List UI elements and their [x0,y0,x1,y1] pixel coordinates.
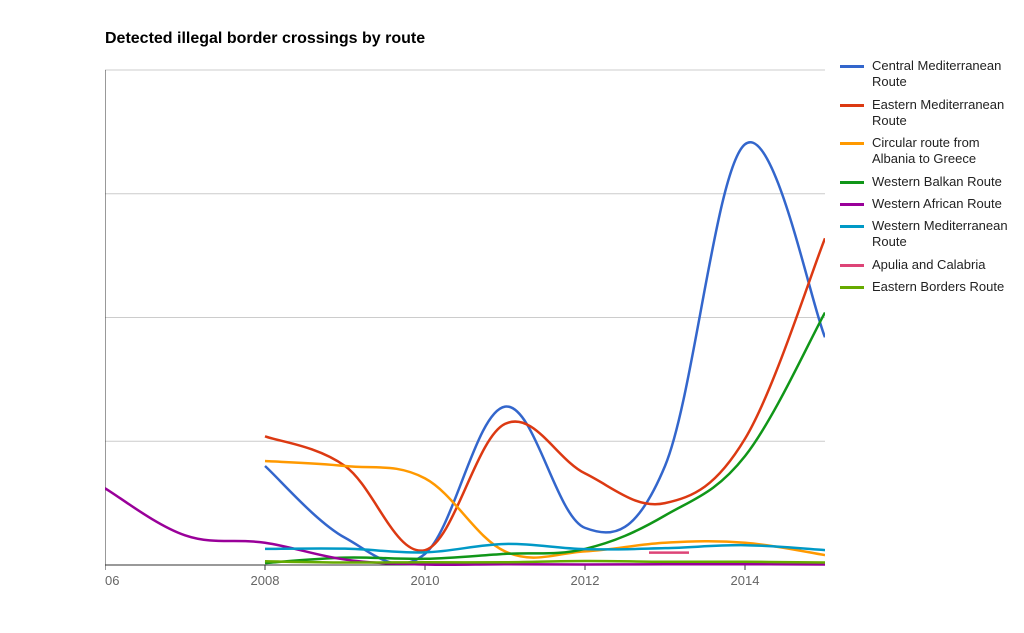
legend-label: Eastern Mediterranean Route [872,97,1020,130]
legend-swatch [840,65,864,68]
legend-item[interactable]: Western Balkan Route [840,174,1020,190]
legend-item[interactable]: Circular route from Albania to Greece [840,135,1020,168]
legend-item[interactable]: Eastern Borders Route [840,279,1020,295]
legend-swatch [840,286,864,289]
chart-title: Detected illegal border crossings by rou… [105,30,425,48]
legend-item[interactable]: Central Mediterranean Route [840,58,1020,91]
legend-swatch [840,203,864,206]
legend-label: Western Balkan Route [872,174,1020,190]
series-line [265,544,825,553]
legend-label: Circular route from Albania to Greece [872,135,1020,168]
legend-swatch [840,181,864,184]
svg-text:2012: 2012 [571,573,600,588]
series-line [265,142,825,564]
legend-item[interactable]: Eastern Mediterranean Route [840,97,1020,130]
legend-item[interactable]: Apulia and Calabria [840,257,1020,273]
series-line [265,461,825,558]
legend-swatch [840,104,864,107]
legend-label: Western African Route [872,196,1020,212]
chart-container: Detected illegal border crossings by rou… [0,0,1024,633]
svg-text:2014: 2014 [731,573,760,588]
svg-text:2010: 2010 [411,573,440,588]
legend-swatch [840,264,864,267]
chart-legend: Central Mediterranean Route Eastern Medit… [840,58,1020,301]
legend-label: Central Mediterranean Route [872,58,1020,91]
series-line [265,238,825,550]
legend-swatch [840,225,864,228]
svg-text:2006: 2006 [105,573,119,588]
legend-label: Apulia and Calabria [872,257,1020,273]
legend-label: Western Mediterranean Route [872,218,1020,251]
chart-plot-area: 0500001000001500002000002006200820102012… [105,60,825,590]
legend-item[interactable]: Western Mediterranean Route [840,218,1020,251]
series-line [105,488,825,565]
legend-label: Eastern Borders Route [872,279,1020,295]
svg-text:2008: 2008 [251,573,280,588]
legend-swatch [840,142,864,145]
legend-item[interactable]: Western African Route [840,196,1020,212]
